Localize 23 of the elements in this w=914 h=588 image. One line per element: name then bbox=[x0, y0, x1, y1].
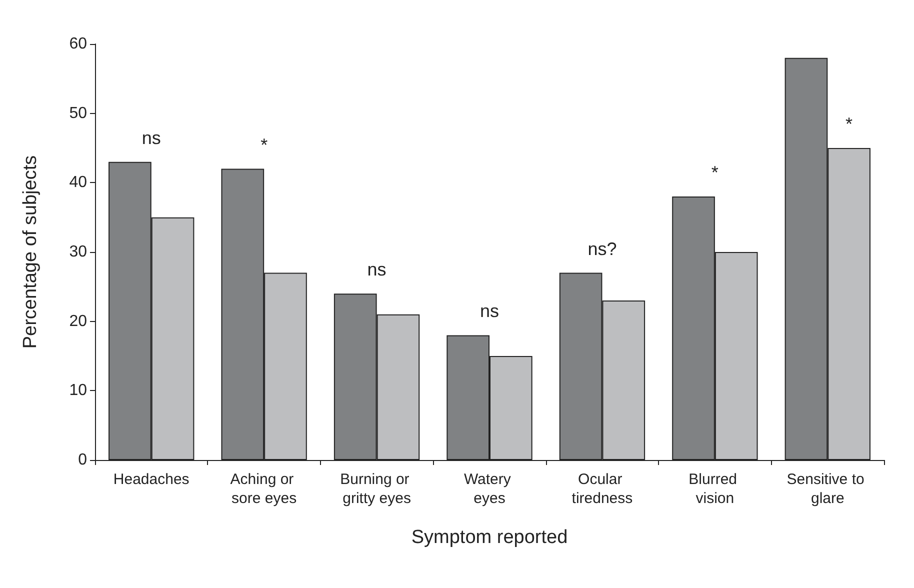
x-tick-label: Headaches bbox=[113, 471, 190, 488]
y-tick-label: 50 bbox=[69, 104, 88, 122]
annotation: ns bbox=[367, 260, 386, 280]
x-axis-title: Symptom reported bbox=[411, 527, 568, 548]
y-tick-label: 20 bbox=[69, 312, 88, 330]
x-tick-label: Blurred vision bbox=[688, 471, 742, 507]
x-tick-label: Sensitive to glare bbox=[786, 471, 868, 507]
x-tick-label: Watery eyes bbox=[464, 471, 516, 507]
y-tick-label: 60 bbox=[69, 36, 88, 52]
x-tick-label: Aching or sore eyes bbox=[230, 471, 298, 507]
annotation: ns? bbox=[588, 238, 617, 259]
annotation: ns bbox=[480, 301, 500, 322]
y-tick-label: 40 bbox=[69, 174, 88, 192]
y-tick-label: 0 bbox=[78, 452, 88, 468]
annotation: ns bbox=[142, 128, 161, 148]
y-axis-title: Percentage of subjects bbox=[20, 155, 41, 349]
x-tick-label: Ocular tiredness bbox=[572, 471, 633, 507]
x-tick-label: Burning or gritty eyes bbox=[340, 471, 414, 507]
y-tick-label: 10 bbox=[69, 382, 88, 400]
annotation: * bbox=[846, 114, 853, 134]
annotation: * bbox=[260, 134, 268, 155]
annotation: * bbox=[711, 162, 718, 183]
y-tick-label: 30 bbox=[69, 244, 88, 260]
